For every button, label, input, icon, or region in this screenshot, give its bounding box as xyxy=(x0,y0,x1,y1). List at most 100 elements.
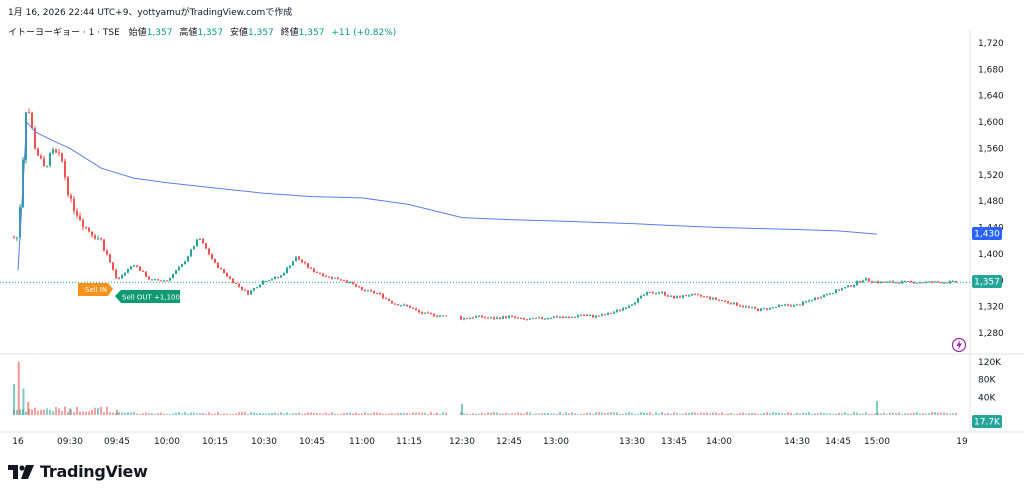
volume-bar xyxy=(562,413,564,415)
volume-bar xyxy=(715,412,717,415)
candle-body xyxy=(334,277,336,279)
time-tick-label: 13:00 xyxy=(543,437,569,447)
candle-body xyxy=(679,296,681,298)
volume-bar xyxy=(259,412,261,415)
candle-body xyxy=(802,301,804,306)
sell-in-marker[interactable]: Sell IN xyxy=(78,283,113,296)
volume-bar xyxy=(520,413,522,415)
candle-body xyxy=(88,227,90,232)
volume-bar xyxy=(595,412,597,415)
time-tick-label: 12:45 xyxy=(496,437,522,447)
candle-body xyxy=(430,312,432,314)
volume-bar xyxy=(160,412,162,415)
candle-body xyxy=(601,314,603,316)
time-tick-label: 14:45 xyxy=(825,437,851,447)
candle-body xyxy=(109,254,111,263)
volume-bar xyxy=(898,412,900,415)
candle-body xyxy=(439,315,441,317)
volume-bar xyxy=(889,412,891,415)
candle-body xyxy=(31,112,33,129)
candle-body xyxy=(826,294,828,296)
volume-bar xyxy=(736,413,738,415)
candle-body xyxy=(538,317,540,319)
candle-body xyxy=(259,284,261,288)
candle-body xyxy=(715,297,717,300)
volume-bar xyxy=(790,412,792,415)
volume-bar xyxy=(433,413,435,415)
candle-body xyxy=(850,285,852,287)
volume-bar xyxy=(523,413,525,415)
volume-bar xyxy=(43,409,45,415)
candle-body xyxy=(838,289,840,291)
candle-body xyxy=(211,254,213,259)
volume-bar xyxy=(61,411,63,415)
candle-body xyxy=(118,277,120,279)
volume-bar xyxy=(886,414,888,415)
volume-bar xyxy=(238,412,240,415)
volume-bar xyxy=(733,413,735,415)
volume-bar xyxy=(295,413,297,415)
candle-body xyxy=(514,316,516,318)
volume-bar xyxy=(928,413,930,415)
candle-body xyxy=(637,298,639,303)
volume-bar xyxy=(175,412,177,415)
volume-bar xyxy=(769,413,771,415)
candle-body xyxy=(436,315,438,317)
candle-body xyxy=(217,262,219,269)
sell-out-marker[interactable]: Sell OUT +1,100 xyxy=(115,290,180,303)
ohlc-legend: イトーヨーギョー · 1 · TSE 始値1,357 高値1,357 安値1,3… xyxy=(8,25,396,38)
candle-body xyxy=(427,312,429,314)
candle-body xyxy=(91,231,93,236)
volume-bar xyxy=(193,412,195,415)
candle-body xyxy=(799,304,801,306)
candle-body xyxy=(493,317,495,320)
candle-body xyxy=(232,278,234,283)
volume-bar xyxy=(19,409,21,415)
volume-bar xyxy=(334,413,336,415)
candle-body xyxy=(529,318,531,320)
candle-body xyxy=(277,276,279,278)
volume-bar xyxy=(439,413,441,415)
volume-spike-bar xyxy=(69,408,71,415)
candle-body xyxy=(559,317,561,319)
volume-bar xyxy=(214,413,216,415)
volume-bar xyxy=(430,412,432,415)
volume-bar xyxy=(607,412,609,415)
last-price-badge: 1,357 xyxy=(972,275,1002,288)
volume-bar xyxy=(208,412,210,415)
tradingview-logo[interactable]: TradingView xyxy=(8,462,148,481)
candle-body xyxy=(274,276,276,280)
candle-body xyxy=(562,317,564,319)
volume-bar xyxy=(892,412,894,415)
candle-body xyxy=(463,318,465,320)
candle-body xyxy=(175,270,177,274)
candle-body xyxy=(406,304,408,306)
volume-bar xyxy=(172,413,174,415)
volume-bar xyxy=(148,413,150,415)
volume-bar xyxy=(409,413,411,415)
candle-body xyxy=(727,301,729,303)
candle-body xyxy=(34,128,36,149)
volume-bar xyxy=(511,413,513,415)
lightning-icon[interactable] xyxy=(951,337,967,353)
candle-body xyxy=(661,292,663,294)
candle-body xyxy=(691,293,693,296)
volume-bar xyxy=(394,413,396,415)
vwap-price-badge: 1,430 xyxy=(972,227,1002,240)
candle-body xyxy=(181,264,183,267)
candle-body xyxy=(415,308,417,311)
candle-body xyxy=(97,238,99,240)
volume-bar xyxy=(247,413,249,415)
volume-bar xyxy=(871,414,873,415)
volume-bar xyxy=(121,412,123,415)
candle-body xyxy=(268,280,270,282)
tradingview-brand: TradingView xyxy=(40,462,148,481)
candle-body xyxy=(553,316,555,318)
candle-body xyxy=(697,294,699,296)
candle-body xyxy=(520,317,522,319)
volume-bar xyxy=(754,412,756,415)
volume-bar xyxy=(619,414,621,415)
time-tick-label: 19 xyxy=(956,437,968,447)
candle-body xyxy=(85,226,87,228)
